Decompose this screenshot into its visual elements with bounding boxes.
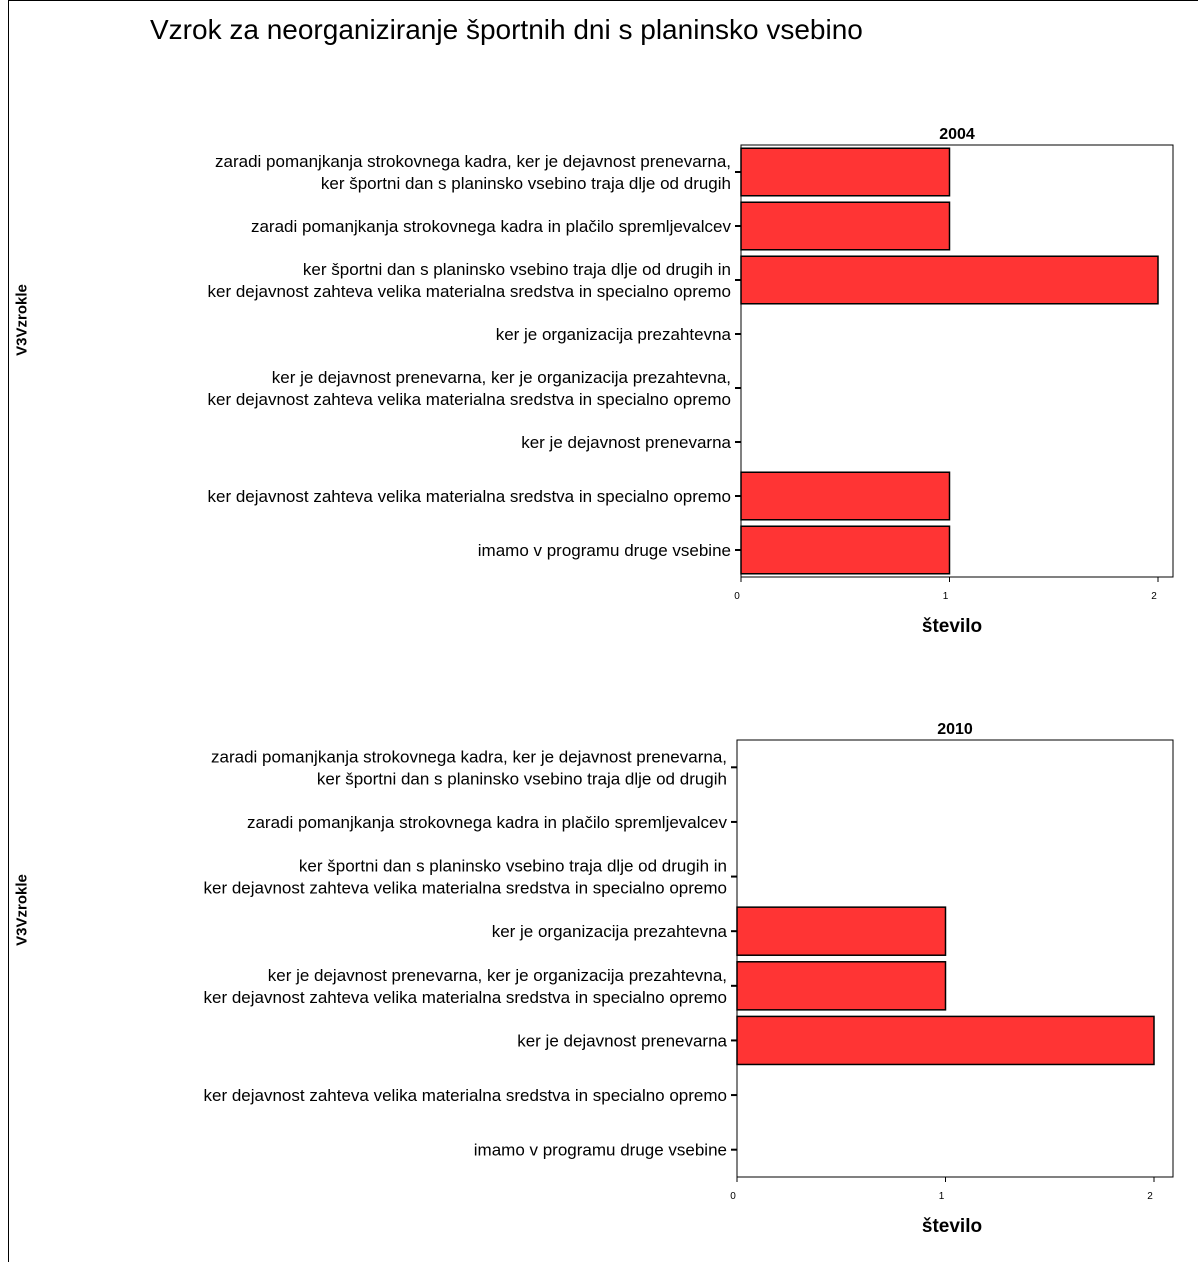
category-label-2010-0: zaradi pomanjkanja strokovnega kadra, ke… [211, 747, 727, 788]
bar-2010-3 [736, 906, 947, 956]
bar-2004-2 [740, 255, 1159, 305]
category-label-line: ker je dejavnost prenevarna [517, 1031, 727, 1050]
plot-area-2004 [740, 144, 1174, 578]
x-tick-label-2010-1: 1 [939, 1191, 945, 1202]
category-label-line: ker dejavnost zahteva velika materialna … [204, 1086, 728, 1105]
panel-title-2004: 2004 [939, 126, 975, 143]
category-label-line: ker dejavnost zahteva velika materialna … [204, 879, 728, 898]
category-label-2004-5: ker je dejavnost prenevarna [521, 433, 731, 452]
bar-2004-0 [740, 147, 951, 197]
x-axis-label-2010: število [922, 1216, 982, 1237]
category-label-2010-4: ker je dejavnost prenevarna, ker je orga… [204, 966, 728, 1007]
bar-2004-6 [740, 471, 951, 521]
bar-2010-4 [736, 961, 947, 1011]
category-label-line: ker dejavnost zahteva velika materialna … [208, 487, 732, 506]
category-label-line: ker je dejavnost prenevarna, ker je orga… [268, 966, 727, 985]
category-label-line: ker dejavnost zahteva velika materialna … [204, 988, 728, 1007]
x-tick-label-2004-1: 1 [943, 591, 949, 602]
category-label-line: zaradi pomanjkanja strokovnega kadra in … [247, 813, 728, 832]
category-label-line: zaradi pomanjkanja strokovnega kadra, ke… [215, 152, 731, 171]
bar-2004-7 [740, 525, 951, 575]
bar-2004-1 [740, 201, 951, 251]
category-label-2004-4: ker je dejavnost prenevarna, ker je orga… [208, 368, 732, 409]
category-label-2010-2: ker športni dan s planinsko vsebino traj… [204, 857, 728, 898]
category-label-line: imamo v programu druge vsebine [478, 541, 731, 560]
category-label-line: ker dejavnost zahteva velika materialna … [208, 282, 732, 301]
x-axis-label-2004: število [922, 616, 982, 637]
category-label-line: zaradi pomanjkanja strokovnega kadra in … [251, 217, 732, 236]
category-label-2004-1: zaradi pomanjkanja strokovnega kadra in … [251, 217, 732, 236]
category-label-2010-6: ker dejavnost zahteva velika materialna … [204, 1086, 728, 1105]
category-label-2004-3: ker je organizacija prezahtevna [496, 325, 732, 344]
category-label-line: imamo v programu druge vsebine [474, 1141, 727, 1160]
category-label-2010-5: ker je dejavnost prenevarna [517, 1031, 727, 1050]
category-label-line: ker je dejavnost prenevarna [521, 433, 731, 452]
category-label-2004-6: ker dejavnost zahteva velika materialna … [208, 487, 732, 506]
chart-title: Vzrok za neorganiziranje športnih dni s … [150, 14, 863, 45]
category-label-2010-1: zaradi pomanjkanja strokovnega kadra in … [247, 813, 728, 832]
category-label-line: zaradi pomanjkanja strokovnega kadra, ke… [211, 747, 727, 766]
category-label-line: ker športni dan s planinsko vsebino traj… [303, 260, 731, 279]
x-tick-label-2004-0: 0 [734, 591, 740, 602]
category-label-line: ker je organizacija prezahtevna [492, 922, 728, 941]
category-label-line: ker je dejavnost prenevarna, ker je orga… [272, 368, 731, 387]
category-label-2004-0: zaradi pomanjkanja strokovnega kadra, ke… [215, 152, 731, 193]
category-label-2004-2: ker športni dan s planinsko vsebino traj… [208, 260, 732, 301]
category-label-2010-3: ker je organizacija prezahtevna [492, 922, 728, 941]
panel-title-2010: 2010 [937, 721, 973, 738]
x-tick-label-2010-2: 2 [1147, 1191, 1153, 1202]
category-label-line: ker športni dan s planinsko vsebino traj… [317, 769, 727, 788]
category-label-line: ker športni dan s planinsko vsebino traj… [321, 174, 731, 193]
x-tick-label-2010-0: 0 [730, 1191, 736, 1202]
bar-2010-5 [736, 1015, 1155, 1066]
plot-area-2010 [736, 739, 1174, 1178]
category-label-line: ker dejavnost zahteva velika materialna … [208, 390, 732, 409]
chart-frame [8, 0, 1198, 1262]
category-label-2010-7: imamo v programu druge vsebine [474, 1141, 727, 1160]
x-tick-label-2004-2: 2 [1151, 591, 1157, 602]
category-label-2004-7: imamo v programu druge vsebine [478, 541, 731, 560]
category-label-line: ker je organizacija prezahtevna [496, 325, 732, 344]
category-label-line: ker športni dan s planinsko vsebino traj… [299, 857, 727, 876]
